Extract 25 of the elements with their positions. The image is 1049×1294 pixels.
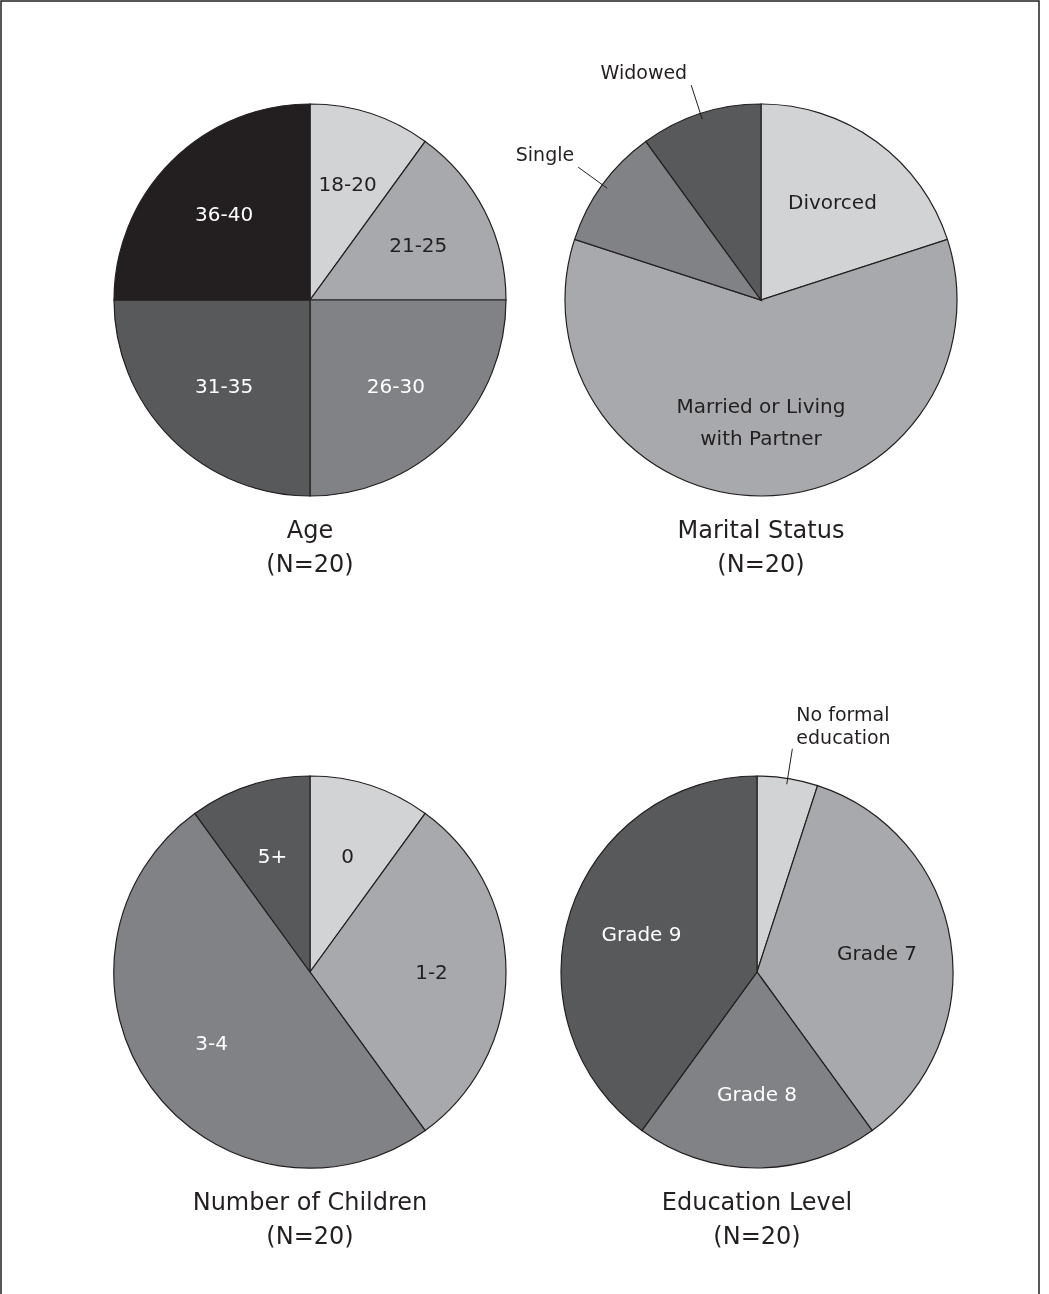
text: Number of Children <box>192 1188 428 1216</box>
slice-label: 21-25 <box>389 232 448 257</box>
text: Education Level <box>661 1188 853 1216</box>
slice-label: Grade 7 <box>836 940 918 965</box>
slice-label: Grade 8 <box>716 1081 798 1106</box>
slice-label: Grade 9 <box>601 922 682 947</box>
slice-label: 36-40 <box>195 202 254 227</box>
slice-label: Widowed <box>600 61 688 84</box>
text: (N=20) <box>266 1222 354 1250</box>
slice-label: Divorced <box>788 189 877 214</box>
slice-label: 3-4 <box>195 1031 229 1056</box>
text: Age <box>286 516 334 544</box>
slice-label: 0 <box>341 844 354 869</box>
slice-label: 26-30 <box>366 373 425 398</box>
slice-label: 31-35 <box>195 373 254 398</box>
text: (N=20) <box>266 550 354 578</box>
slice-label: 1-2 <box>415 960 448 984</box>
slice-label: 18-20 <box>318 172 377 197</box>
text: (N=20) <box>713 1222 801 1250</box>
slice-label: Married or Living with Partner <box>676 393 846 450</box>
slice-label: No formal education <box>796 702 891 748</box>
text: Marital Status <box>677 516 845 544</box>
text: (N=20) <box>717 550 805 578</box>
slice-label: 5+ <box>257 844 288 869</box>
slice-label: Single <box>515 143 575 166</box>
